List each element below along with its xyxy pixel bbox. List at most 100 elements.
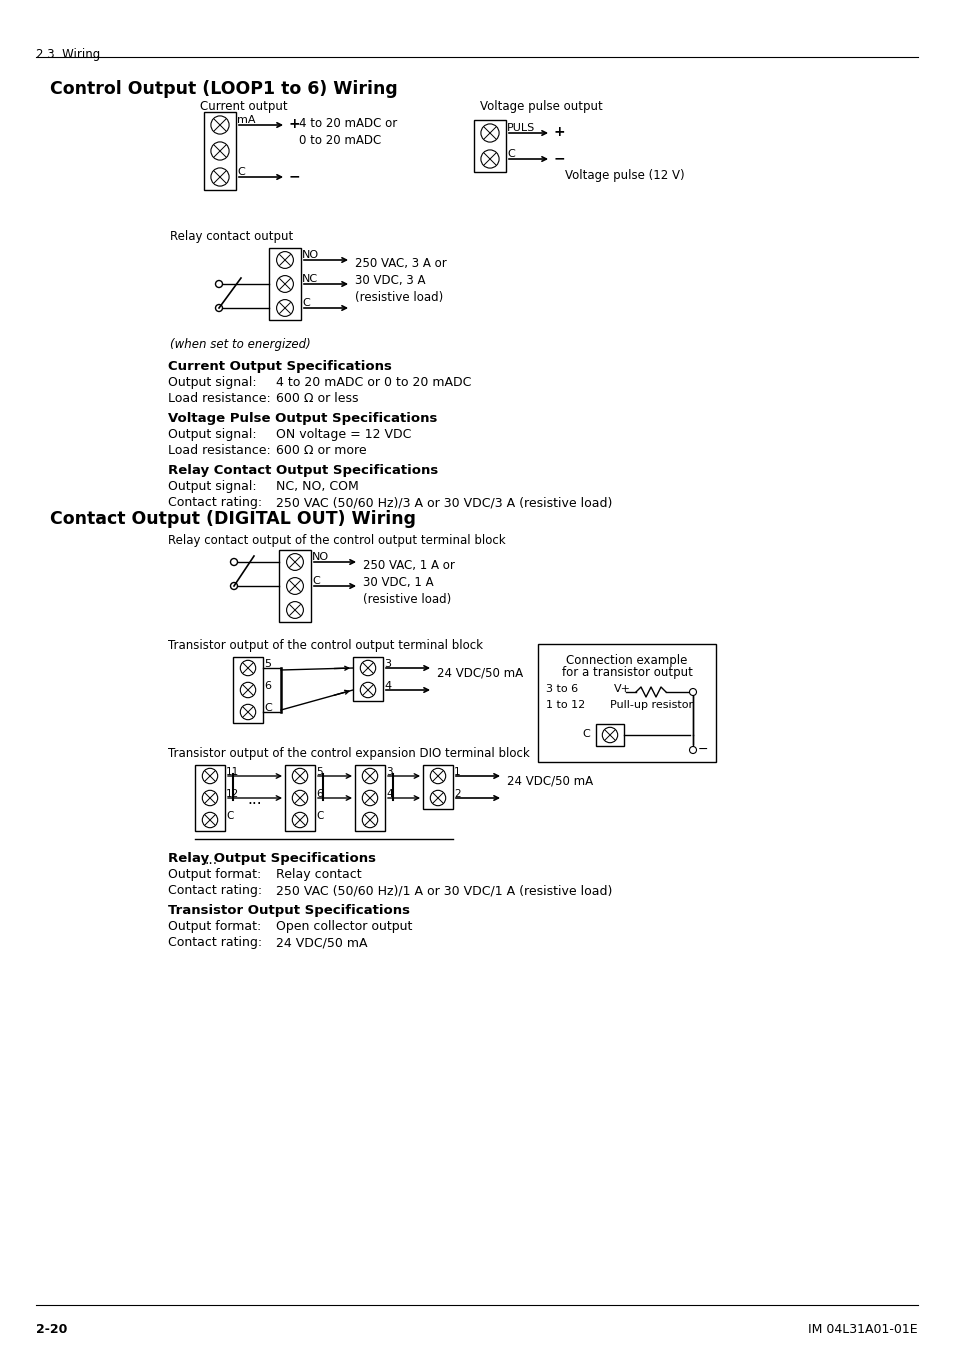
Text: 2: 2 <box>454 789 460 798</box>
Circle shape <box>430 769 445 784</box>
Text: Output format:: Output format: <box>168 867 261 881</box>
Bar <box>353 657 382 701</box>
Circle shape <box>202 769 217 784</box>
Circle shape <box>360 682 375 697</box>
Text: Control Output (LOOP1 to 6) Wiring: Control Output (LOOP1 to 6) Wiring <box>50 80 397 99</box>
Text: 6: 6 <box>315 789 322 798</box>
Text: C: C <box>312 576 319 586</box>
Circle shape <box>240 704 255 720</box>
Text: +: + <box>554 126 565 139</box>
Text: Open collector output: Open collector output <box>275 920 412 934</box>
Bar <box>278 550 311 621</box>
Text: 4 to 20 mADC or 0 to 20 mADC: 4 to 20 mADC or 0 to 20 mADC <box>275 376 471 389</box>
Text: 6: 6 <box>264 681 271 690</box>
Circle shape <box>689 747 696 754</box>
Text: 5: 5 <box>315 767 322 777</box>
Text: 24 VDC/50 mA: 24 VDC/50 mA <box>436 666 522 680</box>
Circle shape <box>215 281 222 288</box>
Text: for a transistor output: for a transistor output <box>561 666 692 680</box>
Text: 4: 4 <box>386 789 393 798</box>
Text: Transistor output of the control expansion DIO terminal block: Transistor output of the control expansi… <box>168 747 529 761</box>
Text: mA: mA <box>236 115 255 126</box>
Text: Transistor output of the control output terminal block: Transistor output of the control output … <box>168 639 482 653</box>
Text: Relay Contact Output Specifications: Relay Contact Output Specifications <box>168 463 437 477</box>
Text: ON voltage = 12 VDC: ON voltage = 12 VDC <box>275 428 411 440</box>
Bar <box>204 112 235 190</box>
Text: Current output: Current output <box>200 100 287 113</box>
Text: Transistor Output Specifications: Transistor Output Specifications <box>168 904 410 917</box>
Text: IM 04L31A01-01E: IM 04L31A01-01E <box>807 1323 917 1336</box>
Text: Output signal:: Output signal: <box>168 480 256 493</box>
Text: Contact Output (DIGITAL OUT) Wiring: Contact Output (DIGITAL OUT) Wiring <box>50 509 416 528</box>
Text: 250 VAC (50/60 Hz)/1 A or 30 VDC/1 A (resistive load): 250 VAC (50/60 Hz)/1 A or 30 VDC/1 A (re… <box>275 884 612 897</box>
Text: NO: NO <box>302 250 319 259</box>
Circle shape <box>292 769 308 784</box>
Circle shape <box>292 790 308 805</box>
Text: Output signal:: Output signal: <box>168 428 256 440</box>
Circle shape <box>362 812 377 828</box>
Circle shape <box>231 558 237 566</box>
Text: Relay contact: Relay contact <box>275 867 361 881</box>
Text: 250 VAC (50/60 Hz)/3 A or 30 VDC/3 A (resistive load): 250 VAC (50/60 Hz)/3 A or 30 VDC/3 A (re… <box>275 496 612 509</box>
Circle shape <box>276 300 294 316</box>
Circle shape <box>215 304 222 312</box>
Text: Connection example: Connection example <box>566 654 687 667</box>
Text: 2.3  Wiring: 2.3 Wiring <box>36 49 100 61</box>
Bar <box>285 765 314 831</box>
Text: NC: NC <box>302 274 317 284</box>
Text: PULS: PULS <box>506 123 535 132</box>
Text: ...: ... <box>247 793 261 808</box>
Text: 3: 3 <box>386 767 393 777</box>
Circle shape <box>430 790 445 805</box>
Circle shape <box>231 582 237 589</box>
Text: C: C <box>506 149 515 159</box>
Bar <box>269 249 301 320</box>
Text: C: C <box>226 811 233 821</box>
Text: 3: 3 <box>384 659 391 669</box>
Text: Relay contact output of the control output terminal block: Relay contact output of the control outp… <box>168 534 505 547</box>
Text: Contact rating:: Contact rating: <box>168 496 262 509</box>
Bar <box>355 765 385 831</box>
Circle shape <box>601 727 617 743</box>
Text: NO: NO <box>312 553 329 562</box>
Text: 250 VAC, 3 A or
30 VDC, 3 A
(resistive load): 250 VAC, 3 A or 30 VDC, 3 A (resistive l… <box>355 257 446 304</box>
Circle shape <box>362 769 377 784</box>
Text: 5: 5 <box>264 659 271 669</box>
Circle shape <box>360 661 375 676</box>
Text: −: − <box>554 151 565 165</box>
Text: 12: 12 <box>226 789 239 798</box>
Text: +: + <box>289 118 300 131</box>
Circle shape <box>362 790 377 805</box>
Text: 11: 11 <box>226 767 239 777</box>
Circle shape <box>211 116 229 134</box>
Circle shape <box>286 601 303 619</box>
Circle shape <box>292 812 308 828</box>
Circle shape <box>480 150 498 168</box>
Text: 600 Ω or less: 600 Ω or less <box>275 392 358 405</box>
Text: −: − <box>698 743 708 755</box>
Text: −: − <box>289 169 300 182</box>
Text: C: C <box>302 299 310 308</box>
Text: Voltage pulse output: Voltage pulse output <box>479 100 602 113</box>
Text: Pull-up resistor: Pull-up resistor <box>609 700 693 711</box>
Text: Relay contact output: Relay contact output <box>170 230 293 243</box>
Text: 24 VDC/50 mA: 24 VDC/50 mA <box>506 774 593 788</box>
Bar <box>233 657 263 723</box>
Text: NC, NO, COM: NC, NO, COM <box>275 480 358 493</box>
Text: C: C <box>264 703 272 713</box>
Text: C: C <box>315 811 323 821</box>
Bar <box>422 765 453 809</box>
Text: Output signal:: Output signal: <box>168 376 256 389</box>
Circle shape <box>480 124 498 142</box>
Circle shape <box>286 554 303 570</box>
Text: Load resistance:: Load resistance: <box>168 392 271 405</box>
Text: ...: ... <box>205 852 218 867</box>
Text: Output format:: Output format: <box>168 920 261 934</box>
Text: 1: 1 <box>454 767 460 777</box>
Circle shape <box>211 168 229 186</box>
Text: Relay Output Specifications: Relay Output Specifications <box>168 852 375 865</box>
Bar <box>474 120 505 172</box>
Text: 3 to 6: 3 to 6 <box>545 684 578 694</box>
Circle shape <box>202 812 217 828</box>
Text: Voltage Pulse Output Specifications: Voltage Pulse Output Specifications <box>168 412 436 426</box>
